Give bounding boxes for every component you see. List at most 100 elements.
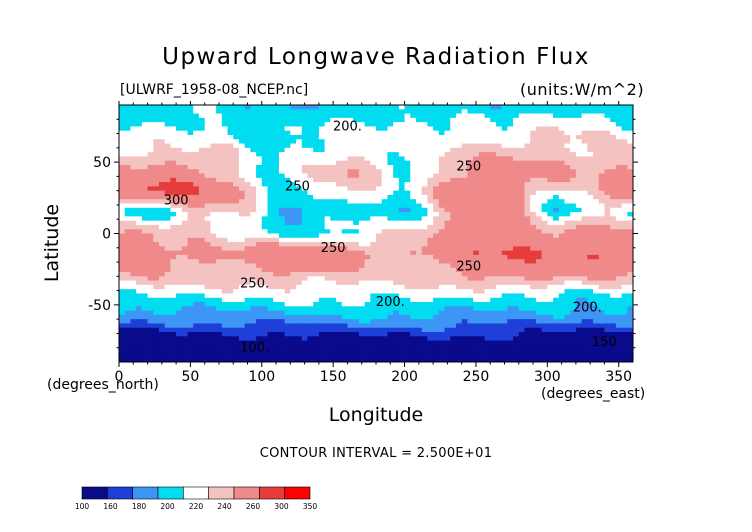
- heatmap-cell: [158, 186, 166, 192]
- heatmap-cell: [341, 212, 348, 217]
- heatmap-cell: [187, 220, 194, 226]
- heatmap-cell: [296, 203, 303, 209]
- heatmap-cell: [370, 293, 377, 299]
- heatmap-cell: [387, 160, 394, 166]
- heatmap-cell: [153, 139, 160, 144]
- heatmap-cell: [353, 242, 360, 247]
- heatmap-cell: [170, 190, 177, 196]
- heatmap-cell: [341, 336, 348, 341]
- heatmap-cell: [130, 237, 137, 243]
- heatmap-cell: [575, 164, 582, 170]
- heatmap-cell: [210, 152, 217, 157]
- heatmap-cell: [347, 203, 354, 209]
- heatmap-cell: [513, 336, 520, 341]
- heatmap-cell: [227, 242, 234, 247]
- heatmap-cell: [164, 207, 171, 213]
- heatmap-cell: [324, 319, 331, 324]
- heatmap-cell: [193, 336, 200, 341]
- heatmap-cell: [181, 229, 188, 234]
- heatmap-cell: [467, 293, 474, 299]
- heatmap-cell: [558, 306, 565, 311]
- heatmap-cell: [358, 139, 365, 144]
- heatmap-cell: [410, 177, 417, 183]
- heatmap-cell: [410, 117, 417, 123]
- heatmap-cell: [467, 224, 474, 230]
- heatmap-cell: [404, 259, 411, 264]
- heatmap-cell: [513, 229, 520, 234]
- heatmap-cell: [164, 117, 171, 123]
- heatmap-cell: [147, 190, 154, 196]
- heatmap-cell: [221, 224, 228, 230]
- heatmap-cell: [198, 207, 206, 213]
- heatmap-cell: [615, 190, 622, 196]
- heatmap-cell: [238, 340, 246, 346]
- heatmap-cell: [250, 332, 257, 337]
- heatmap-cell: [250, 246, 257, 252]
- heatmap-cell: [501, 122, 508, 127]
- heatmap-cell: [581, 156, 588, 162]
- heatmap-cell: [136, 224, 143, 230]
- heatmap-cell: [553, 302, 560, 307]
- heatmap-cell: [176, 306, 183, 311]
- heatmap-cell: [124, 147, 131, 153]
- heatmap-cell: [587, 246, 594, 252]
- heatmap-cell: [507, 246, 514, 252]
- heatmap-cell: [336, 284, 343, 290]
- heatmap-cell: [473, 323, 480, 329]
- heatmap-cell: [164, 284, 171, 290]
- heatmap-cell: [615, 212, 622, 217]
- heatmap-cell: [450, 323, 457, 329]
- heatmap-cell: [450, 237, 457, 243]
- heatmap-cell: [421, 212, 428, 217]
- heatmap-cell: [370, 117, 377, 123]
- heatmap-cell: [170, 237, 177, 243]
- heatmap-cell: [261, 105, 268, 110]
- heatmap-cell: [176, 194, 183, 200]
- heatmap-cell: [364, 190, 371, 196]
- heatmap-cell: [136, 182, 143, 187]
- heatmap-cell: [301, 276, 308, 282]
- heatmap-cell: [541, 250, 548, 256]
- heatmap-cell: [438, 259, 445, 264]
- heatmap-cell: [484, 177, 491, 183]
- heatmap-cell: [130, 122, 137, 127]
- heatmap-cell: [233, 122, 240, 127]
- heatmap-cell: [273, 302, 280, 307]
- heatmap-cell: [233, 319, 240, 324]
- heatmap-cell: [507, 297, 514, 303]
- heatmap-cell: [187, 182, 194, 187]
- heatmap-cell: [141, 105, 148, 110]
- heatmap-cell: [261, 203, 268, 209]
- heatmap-cell: [530, 224, 537, 230]
- heatmap-cell: [318, 152, 325, 157]
- heatmap-cell: [124, 186, 131, 192]
- heatmap-cell: [284, 152, 291, 157]
- heatmap-cell: [198, 109, 206, 114]
- heatmap-cell: [141, 310, 148, 316]
- heatmap-cell: [387, 199, 394, 204]
- heatmap-cell: [461, 173, 468, 179]
- heatmap-cell: [387, 220, 394, 226]
- heatmap-cell: [547, 302, 554, 307]
- heatmap-cell: [598, 237, 605, 243]
- heatmap-cell: [216, 284, 223, 290]
- heatmap-cell: [490, 272, 497, 277]
- heatmap-cell: [244, 229, 251, 234]
- heatmap-cell: [593, 293, 600, 299]
- heatmap-cell: [164, 164, 171, 170]
- heatmap-cell: [347, 212, 354, 217]
- heatmap-cell: [410, 105, 417, 110]
- heatmap-cell: [296, 173, 303, 179]
- heatmap-cell: [575, 319, 582, 324]
- heatmap-cell: [119, 190, 126, 196]
- heatmap-cell: [381, 263, 388, 269]
- heatmap-cell: [575, 152, 582, 157]
- heatmap-cell: [353, 177, 360, 183]
- heatmap-cell: [181, 212, 188, 217]
- heatmap-cell: [278, 105, 286, 110]
- heatmap-cell: [296, 164, 303, 170]
- heatmap-cell: [558, 242, 565, 247]
- heatmap-cell: [153, 263, 160, 269]
- heatmap-cell: [553, 194, 560, 200]
- heatmap-cell: [130, 164, 137, 170]
